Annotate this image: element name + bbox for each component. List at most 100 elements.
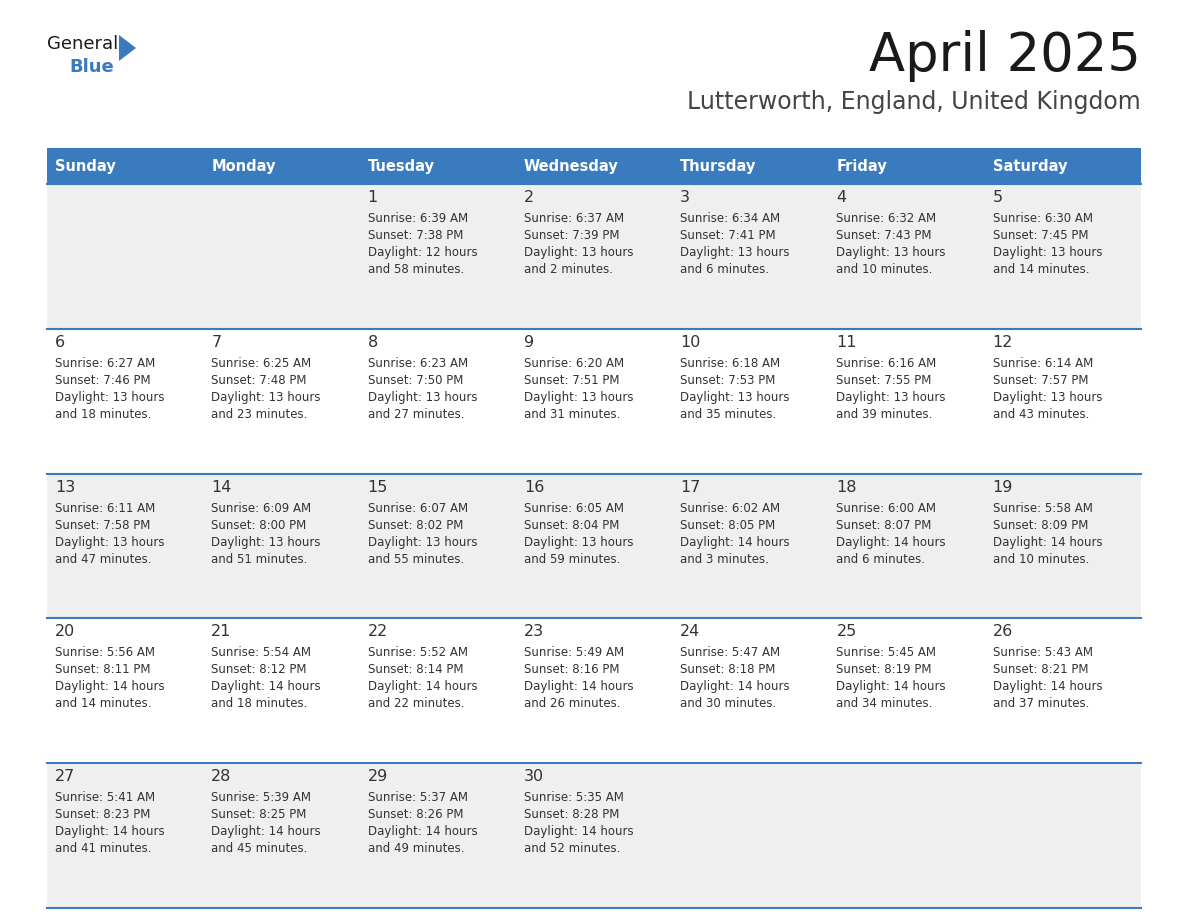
Text: Sunset: 8:14 PM: Sunset: 8:14 PM <box>367 664 463 677</box>
Text: Sunset: 8:16 PM: Sunset: 8:16 PM <box>524 664 619 677</box>
Text: Monday: Monday <box>211 159 276 174</box>
Text: Sunrise: 6:32 AM: Sunrise: 6:32 AM <box>836 212 936 225</box>
Text: Sunset: 7:57 PM: Sunset: 7:57 PM <box>993 374 1088 386</box>
Text: 25: 25 <box>836 624 857 640</box>
Text: and 45 minutes.: and 45 minutes. <box>211 842 308 856</box>
Text: Daylight: 13 hours: Daylight: 13 hours <box>524 246 633 259</box>
Text: Sunrise: 5:37 AM: Sunrise: 5:37 AM <box>367 791 468 804</box>
Text: Sunrise: 6:20 AM: Sunrise: 6:20 AM <box>524 357 624 370</box>
Text: Daylight: 13 hours: Daylight: 13 hours <box>993 246 1102 259</box>
Text: Sunset: 8:25 PM: Sunset: 8:25 PM <box>211 808 307 822</box>
Text: Daylight: 13 hours: Daylight: 13 hours <box>836 246 946 259</box>
Text: and 26 minutes.: and 26 minutes. <box>524 698 620 711</box>
Text: and 59 minutes.: and 59 minutes. <box>524 553 620 565</box>
Text: and 52 minutes.: and 52 minutes. <box>524 842 620 856</box>
Text: and 6 minutes.: and 6 minutes. <box>836 553 925 565</box>
Text: General: General <box>48 35 119 53</box>
Text: Sunset: 7:50 PM: Sunset: 7:50 PM <box>367 374 463 386</box>
Text: Sunset: 7:48 PM: Sunset: 7:48 PM <box>211 374 307 386</box>
Text: Sunset: 8:26 PM: Sunset: 8:26 PM <box>367 808 463 822</box>
Text: and 47 minutes.: and 47 minutes. <box>55 553 152 565</box>
Text: Daylight: 14 hours: Daylight: 14 hours <box>55 825 165 838</box>
Text: 5: 5 <box>993 190 1003 205</box>
Bar <box>48 329 1140 474</box>
Text: Sunset: 8:00 PM: Sunset: 8:00 PM <box>211 519 307 532</box>
Text: Daylight: 13 hours: Daylight: 13 hours <box>993 391 1102 404</box>
Bar <box>48 184 1140 329</box>
Text: Sunrise: 5:52 AM: Sunrise: 5:52 AM <box>367 646 468 659</box>
Bar <box>360 148 516 184</box>
Text: Sunset: 7:55 PM: Sunset: 7:55 PM <box>836 374 931 386</box>
Text: and 18 minutes.: and 18 minutes. <box>55 408 151 420</box>
Text: Sunrise: 6:34 AM: Sunrise: 6:34 AM <box>681 212 781 225</box>
Text: 4: 4 <box>836 190 847 205</box>
Text: Sunset: 8:23 PM: Sunset: 8:23 PM <box>55 808 151 822</box>
Text: Daylight: 13 hours: Daylight: 13 hours <box>55 391 164 404</box>
Text: Daylight: 14 hours: Daylight: 14 hours <box>211 825 321 838</box>
Text: and 41 minutes.: and 41 minutes. <box>55 842 152 856</box>
Text: Daylight: 14 hours: Daylight: 14 hours <box>367 825 478 838</box>
Bar <box>203 148 360 184</box>
Text: Sunset: 8:09 PM: Sunset: 8:09 PM <box>993 519 1088 532</box>
Text: Sunset: 7:45 PM: Sunset: 7:45 PM <box>993 229 1088 242</box>
Text: 16: 16 <box>524 479 544 495</box>
Text: Sunrise: 6:02 AM: Sunrise: 6:02 AM <box>681 501 781 515</box>
Text: Sunset: 8:04 PM: Sunset: 8:04 PM <box>524 519 619 532</box>
Text: Daylight: 14 hours: Daylight: 14 hours <box>367 680 478 693</box>
Text: 10: 10 <box>681 335 701 350</box>
Text: 2: 2 <box>524 190 533 205</box>
Text: Sunset: 7:51 PM: Sunset: 7:51 PM <box>524 374 619 386</box>
Text: 9: 9 <box>524 335 533 350</box>
Text: Sunrise: 6:18 AM: Sunrise: 6:18 AM <box>681 357 781 370</box>
Text: Daylight: 13 hours: Daylight: 13 hours <box>836 391 946 404</box>
Text: Daylight: 14 hours: Daylight: 14 hours <box>681 680 790 693</box>
Text: Sunset: 8:07 PM: Sunset: 8:07 PM <box>836 519 931 532</box>
Text: 29: 29 <box>367 769 387 784</box>
Bar <box>672 148 828 184</box>
Text: Sunset: 7:53 PM: Sunset: 7:53 PM <box>681 374 776 386</box>
Text: 3: 3 <box>681 190 690 205</box>
Text: and 34 minutes.: and 34 minutes. <box>836 698 933 711</box>
Text: Sunset: 7:43 PM: Sunset: 7:43 PM <box>836 229 931 242</box>
Text: Sunrise: 5:45 AM: Sunrise: 5:45 AM <box>836 646 936 659</box>
Polygon shape <box>119 35 135 61</box>
Text: Sunset: 8:21 PM: Sunset: 8:21 PM <box>993 664 1088 677</box>
Text: Daylight: 13 hours: Daylight: 13 hours <box>367 535 478 549</box>
Text: Daylight: 14 hours: Daylight: 14 hours <box>681 535 790 549</box>
Text: Sunrise: 6:09 AM: Sunrise: 6:09 AM <box>211 501 311 515</box>
Text: 27: 27 <box>55 769 75 784</box>
Text: 14: 14 <box>211 479 232 495</box>
Bar <box>985 148 1140 184</box>
Text: 8: 8 <box>367 335 378 350</box>
Text: 28: 28 <box>211 769 232 784</box>
Text: Sunrise: 6:27 AM: Sunrise: 6:27 AM <box>55 357 156 370</box>
Text: and 39 minutes.: and 39 minutes. <box>836 408 933 420</box>
Text: Daylight: 14 hours: Daylight: 14 hours <box>836 535 946 549</box>
Text: 13: 13 <box>55 479 75 495</box>
Text: Daylight: 13 hours: Daylight: 13 hours <box>524 391 633 404</box>
Text: 7: 7 <box>211 335 221 350</box>
Text: Sunrise: 6:23 AM: Sunrise: 6:23 AM <box>367 357 468 370</box>
Text: Sunrise: 6:11 AM: Sunrise: 6:11 AM <box>55 501 156 515</box>
Text: 18: 18 <box>836 479 857 495</box>
Text: Sunrise: 6:07 AM: Sunrise: 6:07 AM <box>367 501 468 515</box>
Text: Blue: Blue <box>69 58 114 76</box>
Text: Sunrise: 6:39 AM: Sunrise: 6:39 AM <box>367 212 468 225</box>
Text: Sunrise: 5:54 AM: Sunrise: 5:54 AM <box>211 646 311 659</box>
Text: 6: 6 <box>55 335 65 350</box>
Text: Sunday: Sunday <box>55 159 115 174</box>
Bar <box>48 763 1140 908</box>
Text: and 10 minutes.: and 10 minutes. <box>836 263 933 276</box>
Bar <box>516 148 672 184</box>
Text: Daylight: 13 hours: Daylight: 13 hours <box>55 535 164 549</box>
Text: Daylight: 13 hours: Daylight: 13 hours <box>681 391 790 404</box>
Text: 23: 23 <box>524 624 544 640</box>
Text: Sunset: 8:19 PM: Sunset: 8:19 PM <box>836 664 931 677</box>
Bar <box>48 148 203 184</box>
Text: and 58 minutes.: and 58 minutes. <box>367 263 463 276</box>
Text: Sunset: 7:41 PM: Sunset: 7:41 PM <box>681 229 776 242</box>
Text: 20: 20 <box>55 624 75 640</box>
Text: Sunset: 7:58 PM: Sunset: 7:58 PM <box>55 519 151 532</box>
Text: and 14 minutes.: and 14 minutes. <box>993 263 1089 276</box>
Text: and 43 minutes.: and 43 minutes. <box>993 408 1089 420</box>
